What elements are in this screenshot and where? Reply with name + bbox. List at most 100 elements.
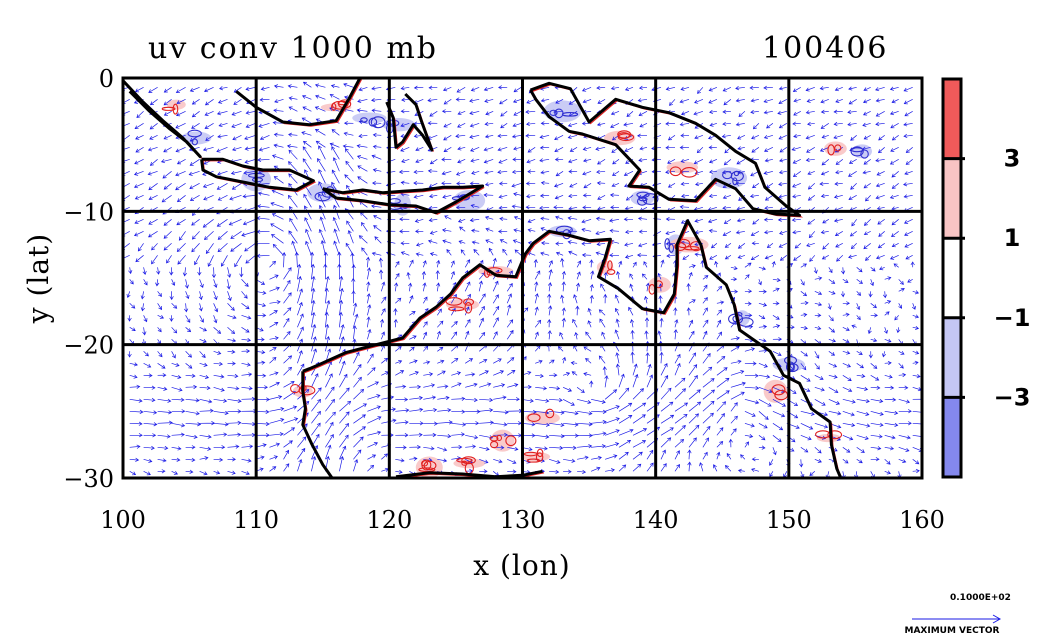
wind-vector xyxy=(870,279,875,287)
wind-vector xyxy=(451,444,463,450)
wind-vector xyxy=(876,206,885,211)
wind-vector xyxy=(766,123,774,129)
wind-vector xyxy=(721,134,731,139)
wind-vector xyxy=(297,326,304,340)
wind-vector xyxy=(437,359,445,364)
wind-vector xyxy=(465,372,476,377)
wind-vector xyxy=(227,373,239,379)
y-tick-label: 0 xyxy=(99,65,114,93)
wind-vector xyxy=(148,194,158,201)
wind-vector xyxy=(339,422,350,436)
wind-vector xyxy=(898,363,904,369)
wind-vector xyxy=(660,259,665,268)
wind-vector xyxy=(623,122,634,127)
wind-vector xyxy=(630,329,635,340)
wind-vector xyxy=(800,363,807,371)
wind-vector xyxy=(381,357,389,364)
wind-vector xyxy=(366,267,372,280)
wind-vector xyxy=(568,250,578,256)
wind-vector xyxy=(318,145,326,160)
wind-vector xyxy=(549,469,560,475)
wind-vector xyxy=(437,308,442,316)
wind-vector xyxy=(568,169,578,174)
wind-vector xyxy=(688,319,694,328)
convergence-contour xyxy=(834,144,842,152)
wind-vector xyxy=(716,355,726,364)
wind-vector xyxy=(241,314,252,320)
wind-vector xyxy=(257,157,270,163)
wind-vector xyxy=(769,459,774,466)
wind-vector xyxy=(216,146,228,153)
wind-vector xyxy=(357,98,368,104)
wind-vector xyxy=(497,169,508,175)
wind-vector xyxy=(882,291,888,299)
wind-vector xyxy=(163,219,172,226)
wind-vector xyxy=(526,194,536,199)
wind-vector xyxy=(325,373,333,388)
wind-vector xyxy=(875,98,885,103)
wind-vector xyxy=(492,257,497,268)
wind-vector xyxy=(470,203,480,209)
wind-vector xyxy=(423,360,431,365)
convergence-contour xyxy=(545,408,555,419)
wind-vector xyxy=(142,267,147,275)
wind-vector xyxy=(716,401,727,412)
wind-vector xyxy=(660,449,667,460)
wind-vector xyxy=(702,307,708,316)
wind-vector xyxy=(493,370,505,376)
wind-vector xyxy=(870,374,880,381)
wind-vector xyxy=(702,389,716,400)
wind-vector xyxy=(660,401,674,412)
wind-vector xyxy=(506,283,513,292)
wind-vector xyxy=(199,398,213,404)
wind-vector xyxy=(437,395,450,401)
convergence-region-fill xyxy=(816,433,841,443)
wind-vector xyxy=(395,346,402,352)
wind-vector xyxy=(149,99,158,106)
wind-vector xyxy=(625,229,634,235)
wind-vector xyxy=(331,146,340,160)
wind-vector xyxy=(479,358,488,364)
wind-vector xyxy=(884,434,896,440)
wind-vector xyxy=(493,395,507,400)
wind-vector xyxy=(577,410,593,416)
wind-vector xyxy=(457,218,466,223)
wind-vector xyxy=(302,158,312,172)
wind-vector xyxy=(567,122,578,128)
wind-vector xyxy=(203,86,214,93)
wind-vector xyxy=(911,303,916,310)
wind-vector xyxy=(143,470,151,476)
wind-vector xyxy=(540,170,550,175)
wind-vector xyxy=(171,303,178,309)
wind-vector xyxy=(598,355,606,364)
convergence-region-fill xyxy=(446,298,480,311)
wind-vector xyxy=(563,422,579,427)
convergence-contour xyxy=(636,191,650,198)
wind-vector xyxy=(735,230,745,235)
y-tick-label: −20 xyxy=(63,332,114,360)
wind-vector xyxy=(847,109,857,115)
wind-vector xyxy=(549,398,563,403)
wind-vector xyxy=(283,405,298,412)
wind-vector xyxy=(353,426,366,436)
wind-vector xyxy=(171,470,179,475)
wind-vector xyxy=(693,158,704,165)
wind-vector xyxy=(231,122,242,128)
wind-vector xyxy=(624,242,634,247)
wind-vector xyxy=(465,421,480,426)
wind-vector xyxy=(694,134,704,140)
wind-vector xyxy=(822,243,830,250)
wind-vector xyxy=(227,420,242,425)
convergence-contour xyxy=(827,144,835,156)
wind-vector xyxy=(632,414,646,424)
wind-vector xyxy=(479,458,489,464)
wind-vector xyxy=(595,146,606,151)
wind-vector xyxy=(554,157,564,162)
wind-vector xyxy=(171,279,176,286)
wind-vector xyxy=(507,383,519,388)
wind-vector xyxy=(311,410,321,424)
wind-vector xyxy=(750,230,760,236)
wind-vector xyxy=(637,216,648,221)
wind-vector xyxy=(171,351,176,359)
wind-vector xyxy=(395,261,400,268)
